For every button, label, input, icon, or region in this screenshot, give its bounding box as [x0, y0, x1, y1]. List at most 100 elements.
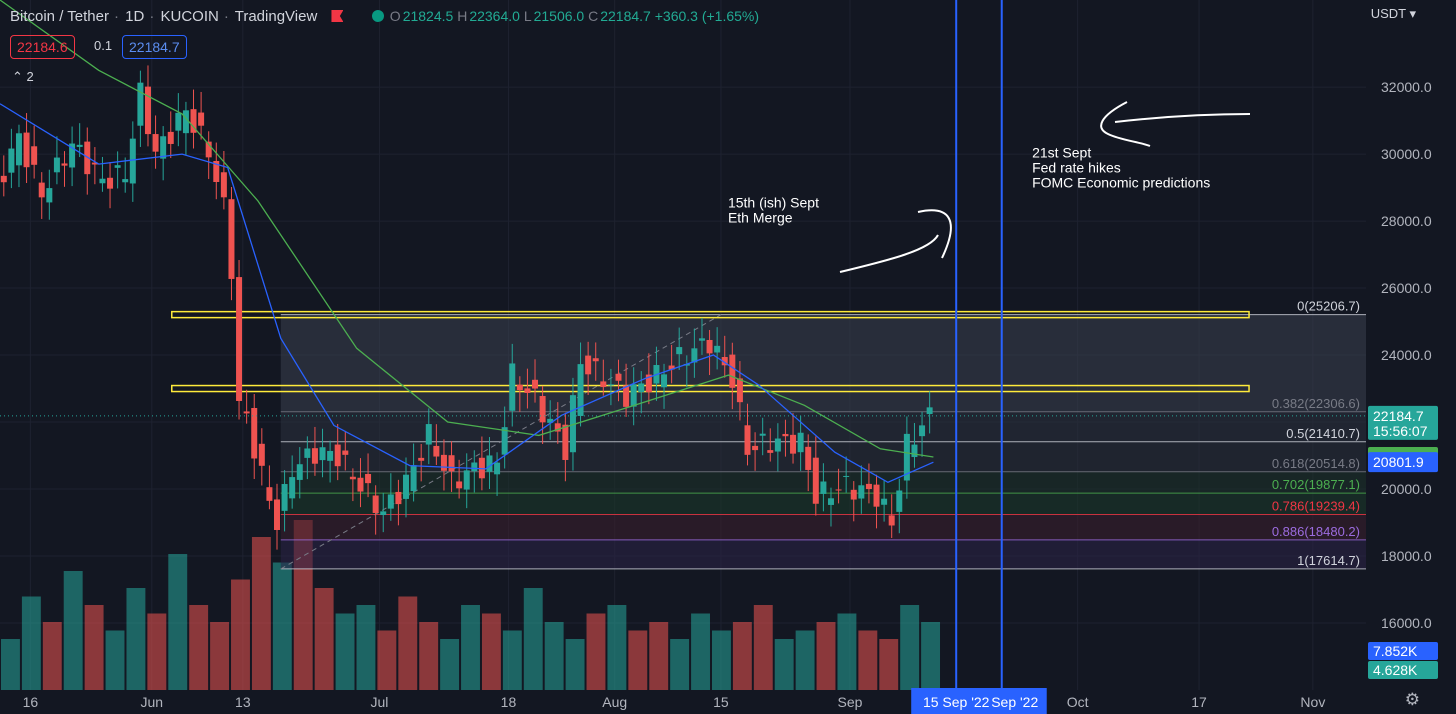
buy-price-button[interactable]: 22184.7	[122, 35, 187, 59]
candle-body	[266, 487, 273, 501]
volume-bar	[210, 622, 230, 690]
candle-body	[342, 450, 349, 455]
volume-bar	[921, 622, 941, 690]
platform-label: TradingView	[234, 8, 318, 25]
candle-body	[122, 179, 129, 183]
candle-body	[319, 447, 326, 461]
candle-body	[365, 473, 372, 484]
volume-bar	[398, 596, 418, 690]
chevron-down-icon: ▾	[1409, 6, 1416, 21]
flag-icon[interactable]	[331, 10, 344, 22]
candle-body	[926, 407, 933, 415]
price-tag	[1368, 452, 1438, 473]
candle-body	[23, 132, 30, 168]
sell-price-button[interactable]: 22184.6	[10, 35, 75, 59]
volume-bar	[670, 639, 690, 690]
volume-bar	[356, 605, 376, 690]
y-axis-tick-label: 26000.0	[1381, 280, 1432, 296]
interval-label[interactable]: 1D	[125, 8, 145, 25]
y-axis-tick-label: 16000.0	[1381, 615, 1432, 631]
candle-body	[236, 277, 243, 401]
candle-body	[691, 348, 698, 363]
candle-body	[850, 489, 857, 500]
volume-bar	[419, 622, 439, 690]
candle-body	[289, 477, 296, 499]
candle-body	[729, 354, 736, 388]
x-axis-tick-label: 18	[501, 694, 517, 710]
candle-body	[714, 345, 721, 353]
candle-body	[205, 141, 212, 158]
annotation-text: Eth Merge	[728, 210, 793, 226]
volume-bar	[607, 605, 627, 690]
candle-body	[190, 109, 197, 133]
candle-body	[774, 438, 781, 452]
candle-body	[38, 182, 45, 198]
candle-body	[865, 483, 872, 490]
candle-body	[676, 347, 683, 355]
volume-bar	[440, 639, 460, 690]
volume-tag	[1368, 661, 1438, 679]
volume-bar	[900, 605, 920, 690]
symbol-title[interactable]: Bitcoin / Tether	[10, 8, 109, 25]
candle-body	[448, 455, 455, 472]
candle-body	[736, 378, 743, 403]
volume-bar	[481, 613, 501, 690]
candle-body	[129, 138, 136, 184]
volume-bar	[544, 622, 564, 690]
x-axis-tick-label: Jul	[370, 694, 388, 710]
candle-body	[577, 364, 584, 416]
volume-tag-label: 7.852K	[1373, 643, 1418, 659]
candle-body	[661, 374, 668, 388]
candle-body	[547, 418, 554, 423]
indicator-count: 2	[26, 69, 34, 84]
fib-level-label: 0.382(22306.6)	[1272, 396, 1360, 411]
candle-body	[767, 450, 774, 453]
candle-body	[258, 443, 265, 466]
candle-body	[304, 448, 311, 458]
event-date-label: 15 Sep '22	[923, 694, 990, 710]
candle-body	[790, 434, 797, 454]
candle-body	[144, 86, 151, 135]
candle-body	[296, 464, 303, 480]
annotation-text: 21st Sept	[1032, 144, 1091, 160]
x-axis-tick-label: Oct	[1067, 694, 1089, 710]
x-axis-tick-label: 13	[235, 694, 251, 710]
chart-header: Bitcoin / Tether · 1D · KUCOIN · TradingVie…	[10, 8, 760, 25]
candle-body	[380, 511, 387, 516]
candle-body	[805, 446, 812, 470]
candle-body	[15, 133, 22, 166]
candle-body	[919, 425, 926, 437]
arrow-up-right-icon	[839, 209, 952, 273]
candle-body	[137, 82, 144, 126]
fib-zone	[280, 514, 1367, 540]
settings-gear-icon[interactable]: ⚙	[1404, 690, 1420, 709]
volume-bar	[879, 639, 899, 690]
volume-bar	[231, 579, 250, 690]
candle-body	[607, 384, 614, 386]
volume-bar	[42, 622, 62, 690]
candle-body	[311, 448, 318, 464]
indicators-toggle[interactable]: ⌃ 2	[12, 69, 34, 85]
candle-body	[706, 339, 713, 354]
candle-body	[903, 433, 910, 481]
volume-bar	[1, 639, 20, 690]
ema-fast-line	[0, 103, 934, 484]
candle-body	[281, 484, 288, 511]
currency-selector[interactable]: USDT ▾	[1371, 6, 1416, 22]
market-status-icon	[371, 10, 384, 22]
highlight-zone	[171, 384, 1250, 393]
candle-body	[592, 358, 599, 362]
arrow-left-icon	[1100, 101, 1251, 147]
candle-body	[486, 455, 493, 472]
x-axis-tick-label: Nov	[1300, 694, 1325, 710]
candle-body	[175, 112, 182, 131]
candle-body	[478, 457, 485, 479]
x-axis-tick-label: 15	[713, 694, 729, 710]
fib-zone	[280, 314, 1367, 412]
y-axis-tick-label: 32000.0	[1381, 79, 1432, 95]
y-axis-tick-label: 24000.0	[1381, 347, 1432, 363]
y-axis-tick-label: 18000.0	[1381, 548, 1432, 564]
fib-level-label: 0.702(19877.1)	[1272, 477, 1360, 492]
candle-body	[182, 110, 189, 134]
